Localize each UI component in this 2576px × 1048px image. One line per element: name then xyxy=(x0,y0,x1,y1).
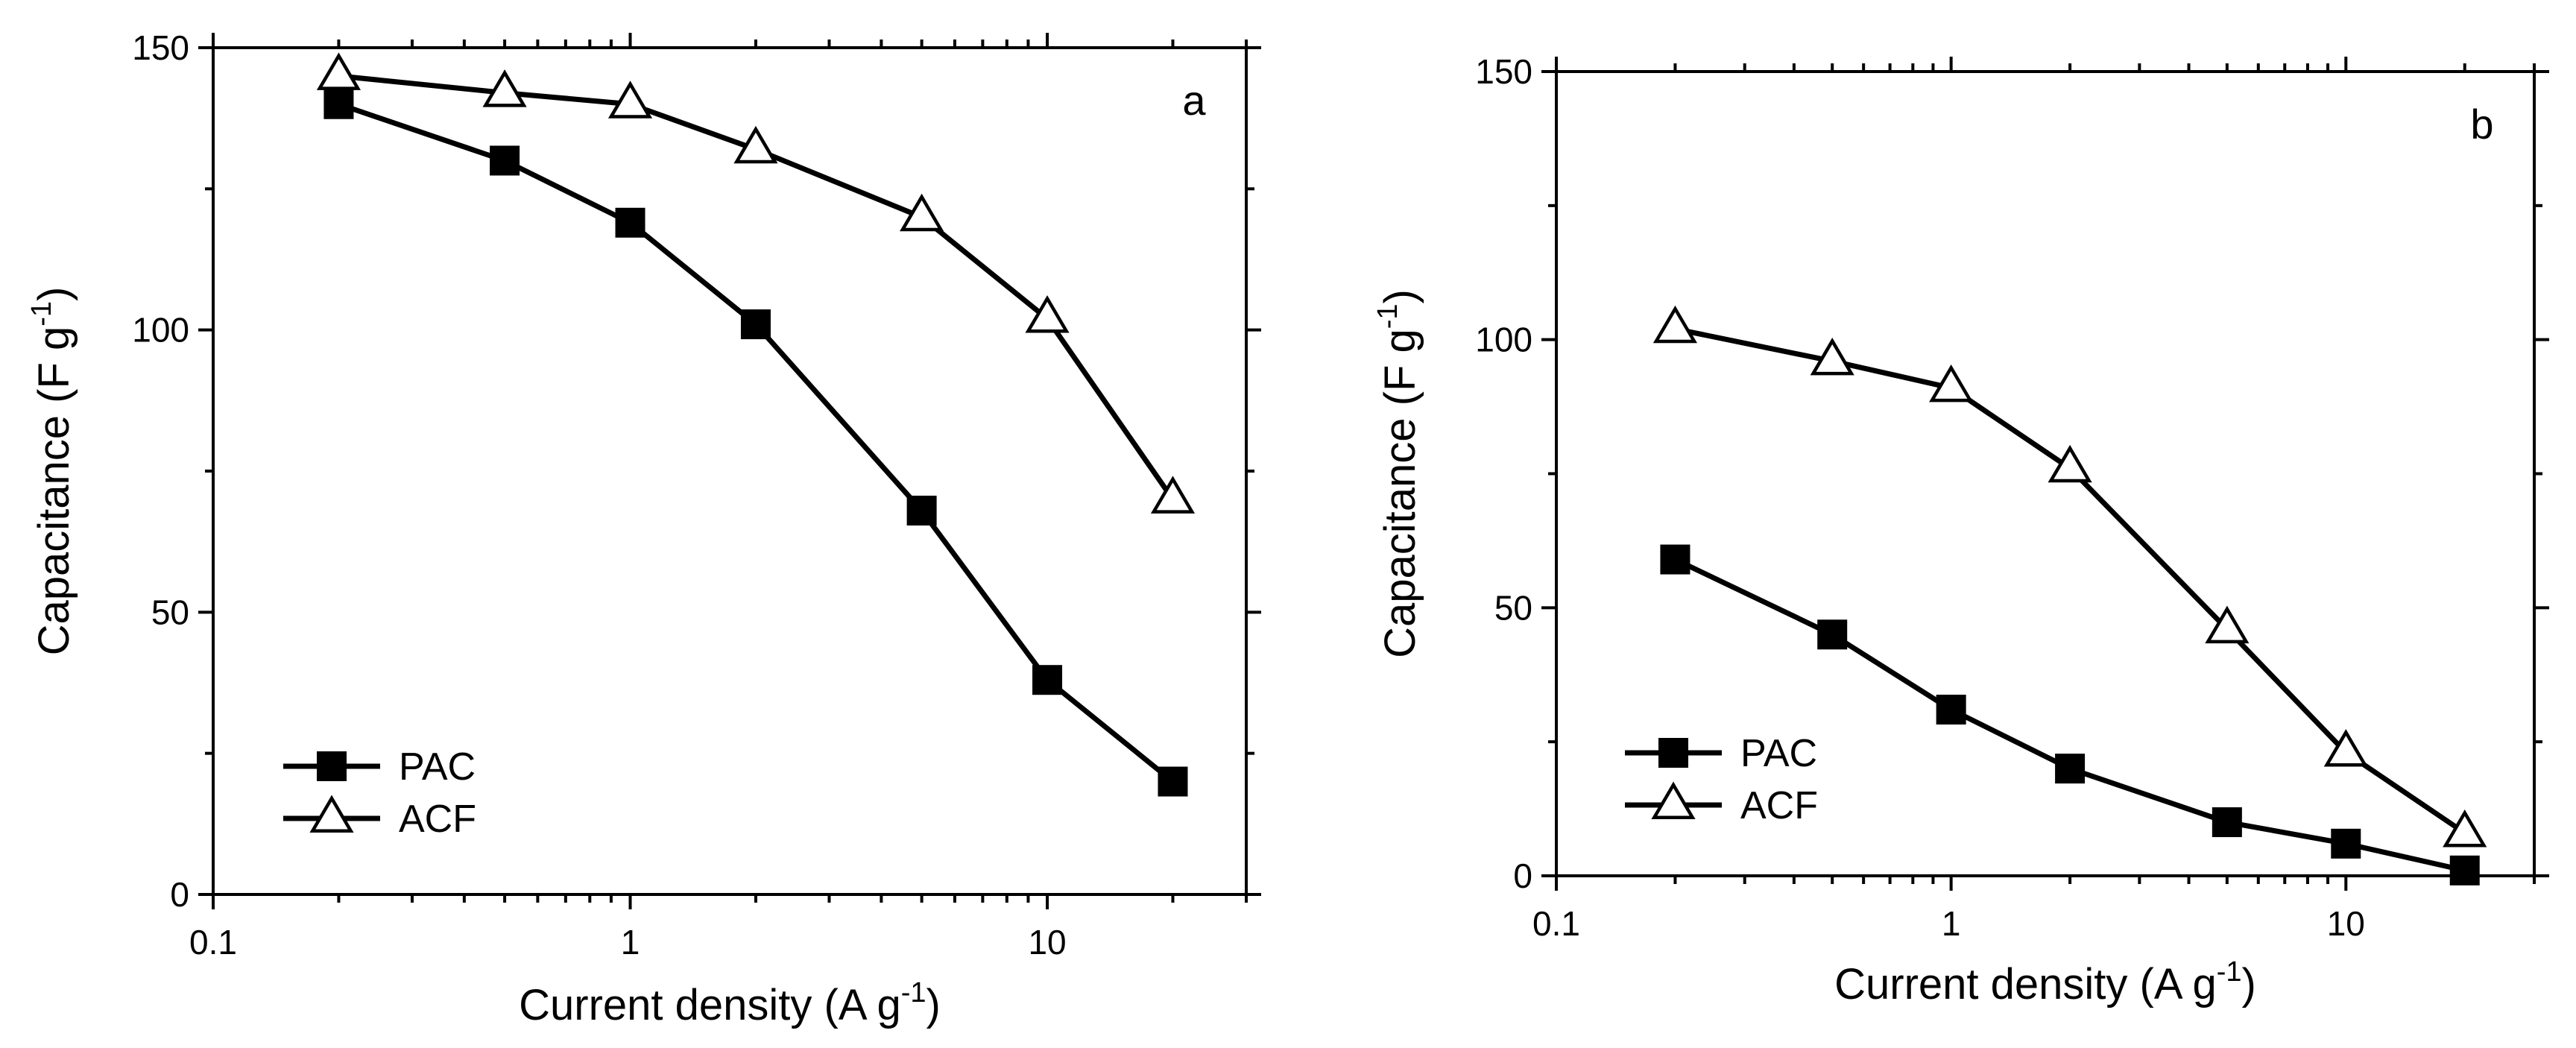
data-point-acf xyxy=(2048,444,2092,483)
legend-marker xyxy=(317,751,347,781)
data-point-pac xyxy=(1158,766,1188,797)
x-tick-label: 10 xyxy=(1028,923,1066,962)
legend-marker xyxy=(1651,781,1696,819)
panel-label: b xyxy=(2470,101,2493,148)
data-point-pac xyxy=(615,207,645,238)
data-point-pac xyxy=(2055,754,2086,784)
data-point-acf xyxy=(2323,729,2368,767)
y-tick-label: 50 xyxy=(1494,588,1532,627)
data-point-pac xyxy=(1032,665,1063,695)
y-axis-title: Capacitance (F g-1) xyxy=(1372,289,1424,658)
data-point-pac xyxy=(1660,544,1690,575)
y-tick-label: 150 xyxy=(132,28,189,67)
data-point-acf xyxy=(1810,337,1854,376)
data-point-acf xyxy=(733,125,778,164)
x-axis-title: Current density (A g-1) xyxy=(519,977,941,1029)
legend-item-acf: ACF xyxy=(1625,781,1818,827)
series-pac xyxy=(1660,544,2480,886)
data-point-acf xyxy=(2443,809,2487,847)
series-acf xyxy=(316,52,1196,514)
y-tick-label: 100 xyxy=(132,311,189,350)
x-tick-label: 1 xyxy=(1942,904,1961,943)
x-axis-title: Current density (A g-1) xyxy=(1834,956,2256,1008)
data-point-acf xyxy=(2205,605,2250,644)
legend: PAC ACF xyxy=(283,745,476,841)
panel-label: a xyxy=(1182,77,1206,124)
legend-label: ACF xyxy=(1740,784,1818,827)
x-tick-label: 10 xyxy=(2327,904,2365,943)
data-point-acf xyxy=(1150,476,1196,514)
data-point-acf xyxy=(1025,295,1070,333)
y-tick-label: 50 xyxy=(151,593,189,631)
x-tick-label: 0.1 xyxy=(1532,904,1580,943)
legend: PAC ACF xyxy=(1625,732,1818,827)
data-point-pac xyxy=(323,89,354,119)
data-point-pac xyxy=(1936,695,1966,725)
data-point-acf xyxy=(900,193,944,232)
legend-label: ACF xyxy=(399,798,476,841)
series-pac xyxy=(323,89,1188,797)
data-point-acf xyxy=(1929,364,1974,403)
y-tick-label: 0 xyxy=(170,875,189,914)
x-tick-label: 0.1 xyxy=(189,923,237,962)
legend-item-pac: PAC xyxy=(283,745,476,789)
y-tick-label: 150 xyxy=(1475,52,1532,91)
data-point-acf xyxy=(316,52,362,90)
data-point-pac xyxy=(740,309,771,340)
data-point-pac xyxy=(490,145,520,176)
y-tick-label: 0 xyxy=(1513,856,1532,895)
data-point-pac xyxy=(906,496,937,526)
data-point-pac xyxy=(1817,619,1848,650)
legend-item-pac: PAC xyxy=(1625,732,1817,775)
series-acf xyxy=(1652,305,2487,847)
legend-marker xyxy=(309,795,354,833)
data-point-pac xyxy=(2331,828,2361,859)
y-tick-label: 100 xyxy=(1475,321,1532,359)
data-point-acf xyxy=(1652,305,1698,344)
data-point-pac xyxy=(2212,807,2242,838)
data-point-acf xyxy=(607,81,653,119)
data-point-pac xyxy=(2449,855,2480,886)
data-point-acf xyxy=(482,69,527,107)
legend-item-acf: ACF xyxy=(283,795,476,841)
y-axis-title: Capacitance (F g-1) xyxy=(26,287,78,656)
x-tick-label: 1 xyxy=(621,923,640,962)
legend-label: PAC xyxy=(1740,732,1817,775)
legend-marker xyxy=(1658,738,1688,768)
legend-label: PAC xyxy=(399,745,476,789)
